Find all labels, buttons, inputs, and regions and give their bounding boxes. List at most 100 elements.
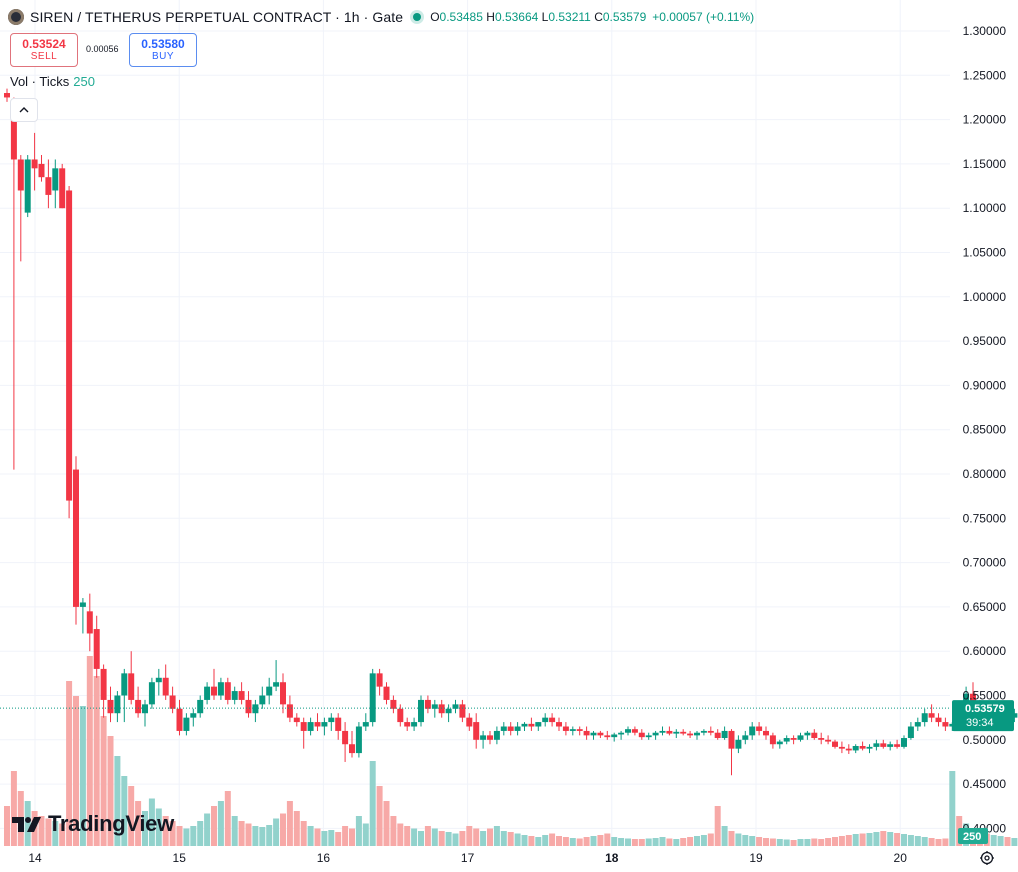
- candle-body: [217, 682, 224, 696]
- candle-body: [376, 673, 383, 687]
- candle-body: [121, 673, 128, 696]
- volume-bar: [114, 756, 121, 846]
- volume-bar: [776, 839, 783, 846]
- candle-body: [666, 730, 673, 734]
- volume-bar: [52, 821, 59, 846]
- volume-bar: [224, 791, 231, 846]
- candle-body: [231, 691, 238, 700]
- candle-body: [431, 704, 438, 709]
- candle-body: [45, 177, 52, 195]
- volume-bar: [804, 839, 811, 846]
- volume-bar: [397, 823, 404, 846]
- volume-bar: [211, 806, 217, 846]
- candle-body: [673, 731, 680, 734]
- countdown-label: 39:34: [966, 717, 994, 729]
- volume-bar: [176, 826, 183, 846]
- candle-body: [86, 611, 93, 634]
- candle-body: [638, 732, 645, 738]
- volume-bar: [942, 838, 949, 846]
- candle-body: [135, 699, 142, 714]
- volume-bar: [735, 833, 742, 846]
- volume-bar: [155, 808, 162, 846]
- candle-body: [404, 722, 411, 727]
- volume-bar: [190, 826, 197, 846]
- volume-bar: [783, 839, 790, 846]
- low-label: L: [541, 10, 549, 24]
- volume-bar: [390, 816, 397, 846]
- volume-bar: [907, 835, 914, 846]
- candle-body: [197, 699, 204, 714]
- volume-bar: [121, 776, 128, 846]
- candle-body: [59, 168, 66, 209]
- volume-bar: [1004, 837, 1011, 846]
- candle-body: [342, 730, 349, 745]
- volume-bar: [431, 828, 438, 846]
- volume-bar: [569, 838, 576, 846]
- volume-bar: [418, 831, 424, 846]
- volume-bar: [535, 837, 542, 846]
- price-tick-label: 0.85000: [963, 423, 1007, 437]
- candle-body: [128, 673, 135, 700]
- volume-bar: [1011, 838, 1018, 846]
- candle-body: [935, 717, 942, 723]
- buy-button[interactable]: 0.53580 BUY: [129, 33, 197, 67]
- price-axis[interactable]: 1.30000 1.25000 1.20000 1.15000 1.10000 1.050…: [963, 24, 1007, 835]
- candle-body: [500, 726, 507, 731]
- candle-body: [769, 735, 776, 745]
- last-price-badge-bg: [952, 700, 1014, 732]
- time-tick-label: 18: [605, 851, 619, 865]
- candle-body: [259, 695, 266, 705]
- chart-grid: [0, 0, 950, 846]
- sell-button[interactable]: 0.53524 SELL: [10, 33, 78, 67]
- candle-body: [901, 738, 907, 747]
- candle-body: [597, 732, 604, 736]
- candle-body: [845, 748, 852, 751]
- gear-icon[interactable]: [979, 850, 995, 866]
- candle-body: [838, 746, 845, 749]
- candle-body: [700, 730, 707, 733]
- volume-bar: [245, 823, 252, 846]
- candle-body: [314, 722, 321, 727]
- tradingview-watermark[interactable]: TradingView: [12, 811, 174, 837]
- volume-bar: [10, 771, 17, 846]
- candle-body: [569, 729, 576, 731]
- open-label: O: [430, 10, 440, 24]
- candle-body: [859, 746, 866, 749]
- candle-body: [562, 726, 569, 731]
- volume-bar: [266, 825, 273, 846]
- volume-bar: [618, 838, 625, 846]
- volume-badge-label: 250: [963, 831, 981, 843]
- volume-bar: [24, 801, 31, 846]
- candle-body: [190, 713, 197, 718]
- volume-bar: [549, 833, 556, 846]
- volume-bar: [487, 828, 493, 846]
- candle-body: [763, 730, 769, 736]
- volume-bar: [756, 837, 763, 846]
- candle-body: [618, 732, 625, 735]
- candle-body: [52, 168, 59, 191]
- time-axis[interactable]: 14 15 16 17 18 19 20: [28, 851, 907, 865]
- candle-body: [942, 722, 949, 727]
- candle-body: [31, 159, 38, 169]
- sell-label: SELL: [30, 51, 58, 62]
- watermark-text: TradingView: [48, 811, 174, 836]
- candle-body: [631, 729, 638, 733]
- volume-bar: [742, 835, 749, 846]
- collapse-legend-button[interactable]: [10, 98, 38, 122]
- volume-legend[interactable]: Vol · Ticks 250: [10, 74, 95, 89]
- symbol-title[interactable]: SIREN / TETHERUS PERPETUAL CONTRACT · 1h…: [30, 9, 404, 25]
- volume-bar: [597, 835, 604, 846]
- volume-bar: [107, 736, 114, 846]
- candle-body: [611, 734, 618, 738]
- candle-body: [970, 693, 976, 705]
- candle-body: [742, 735, 749, 740]
- candle-body: [183, 717, 190, 731]
- candle-body: [155, 677, 162, 683]
- volume-bar: [845, 835, 852, 846]
- candle-body: [148, 682, 155, 705]
- volume-bar: [197, 821, 204, 846]
- volume-bar: [328, 830, 335, 846]
- time-tick-label: 20: [894, 851, 908, 865]
- volume-bar: [445, 832, 452, 846]
